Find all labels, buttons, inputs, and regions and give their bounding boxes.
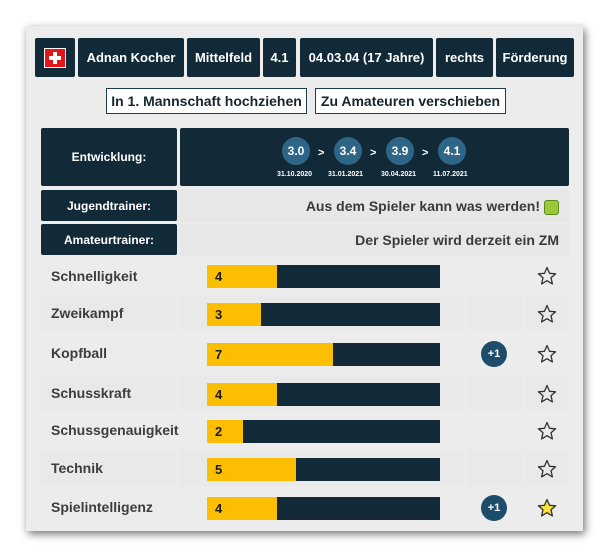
skill-bar: 5 [207,458,440,481]
skill-name: Kopfball [51,345,107,361]
skill-row: Schusskraft 4 [41,376,569,410]
skill-bar: 4 [207,383,440,406]
skill-value: 3 [215,307,223,322]
player-strength: 4.1 [263,38,296,77]
skill-bar: 4 [207,265,440,288]
skill-bonus-cell [467,296,522,330]
development-value: 3.9 [386,137,414,165]
skill-value: 7 [215,347,223,362]
skill-star-cell [524,296,569,330]
player-birthdate: 04.03.04 (17 Jahre) [300,38,433,77]
skill-bonus-badge: +1 [481,341,507,367]
skill-name: Schnelligkeit [51,267,138,284]
development-date: 11.07.2021 [433,171,468,178]
skill-bar-cell: 5 [179,450,465,486]
star-icon[interactable] [537,344,557,364]
player-status: Förderung [496,38,574,77]
development-date: 31.10.2020 [277,171,313,178]
skill-bar-cell: 2 [179,412,465,448]
skill-bar-fill [207,497,277,520]
skill-value: 4 [215,501,223,516]
youth-trainer-text: Aus dem Spieler kann was werden! [305,198,540,214]
star-icon[interactable] [537,266,557,286]
nationality-cell [35,38,75,77]
star-icon[interactable] [537,421,557,441]
star-icon[interactable] [537,304,557,324]
arrow-icon: > [318,147,325,159]
skill-name: Schussgenauigkeit [51,422,179,438]
skill-value: 2 [215,424,223,439]
skill-bar-fill [207,420,244,443]
player-name: Adnan Kocher [78,38,184,77]
development-timeline: 3.0 31.10.2020 > 3.4 31.01.2021 > 3.9 30… [180,128,569,186]
skill-star-cell [524,334,569,372]
youth-trainer-label: Jugendtrainer: [41,190,177,221]
skill-bar: 3 [207,303,440,326]
star-icon[interactable] [537,498,557,518]
skill-value: 4 [215,269,223,284]
skill-value: 5 [215,462,223,477]
skill-bar-fill [207,458,296,481]
arrow-icon: > [370,147,377,159]
skill-name: Technik [41,450,177,486]
skill-bar-fill [207,265,277,288]
move-to-amateurs-button[interactable]: Zu Amateuren verschieben [315,88,506,114]
skill-bar: 4 [207,497,440,520]
skill-star-cell [524,376,569,410]
skill-row: Schussgenauigkeit 2 [41,412,569,448]
skill-bar-fill [207,343,333,366]
skill-bonus-cell: +1 [467,488,522,526]
skill-bonus-cell: +1 [467,334,522,372]
skill-name: Schusskraft [41,376,177,410]
development-label: Entwicklung: [41,128,177,186]
player-foot: rechts [436,38,493,77]
skill-value: 4 [215,387,223,402]
amateur-trainer-text: Der Spieler wird derzeit ein ZM [355,232,559,248]
skill-bar-fill [207,383,277,406]
skill-bonus-cell [467,412,522,448]
skill-bar: 7 [207,343,440,366]
player-card: Adnan Kocher Mittelfeld 4.1 04.03.04 (17… [26,26,583,531]
development-value: 4.1 [438,137,466,165]
skill-bar: 2 [207,420,440,443]
skill-bar-cell: 4 [179,258,465,293]
star-icon[interactable] [537,384,557,404]
skill-star-cell [524,488,569,526]
skill-star-cell [524,412,569,448]
skill-bar-cell: 4 [179,488,465,526]
skill-bonus-cell [467,376,522,410]
development-value: 3.4 [334,137,362,165]
amateur-trainer-comment: Der Spieler wird derzeit ein ZM [180,224,569,256]
skill-star-cell [524,258,569,293]
player-position: Mittelfeld [187,38,260,77]
arrow-icon: > [422,147,429,159]
development-date: 31.01.2021 [328,171,364,178]
swiss-flag-icon [44,47,66,68]
development-value: 3.0 [282,137,310,165]
skill-star-cell [524,450,569,486]
skill-bonus-cell [467,258,522,293]
star-icon[interactable] [537,459,557,479]
skill-row: Schnelligkeit 4 [41,258,569,293]
promote-button[interactable]: In 1. Mannschaft hochziehen [106,88,307,114]
skill-row: Technik 5 [41,450,569,486]
skill-bonus-cell [467,450,522,486]
amateur-trainer-label: Amateurtrainer: [41,224,177,255]
youth-trainer-comment: Aus dem Spieler kann was werden! [180,190,569,222]
skill-bonus-badge: +1 [481,495,507,521]
skill-bar-cell: 4 [179,376,465,410]
skill-name: Zweikampf [41,296,177,330]
skill-bar-cell: 7 [179,334,465,372]
skill-bar-cell: 3 [179,296,465,330]
skill-row: Zweikampf 3 [41,296,569,330]
skill-name: Spielintelligenz [51,499,153,515]
skill-row: Kopfball 7 +1 [41,334,569,372]
development-date: 30.04.2021 [381,171,417,178]
skill-bar-fill [207,303,261,326]
thumbs-up-icon [544,199,559,215]
skill-row: Spielintelligenz 4 +1 [41,488,569,526]
